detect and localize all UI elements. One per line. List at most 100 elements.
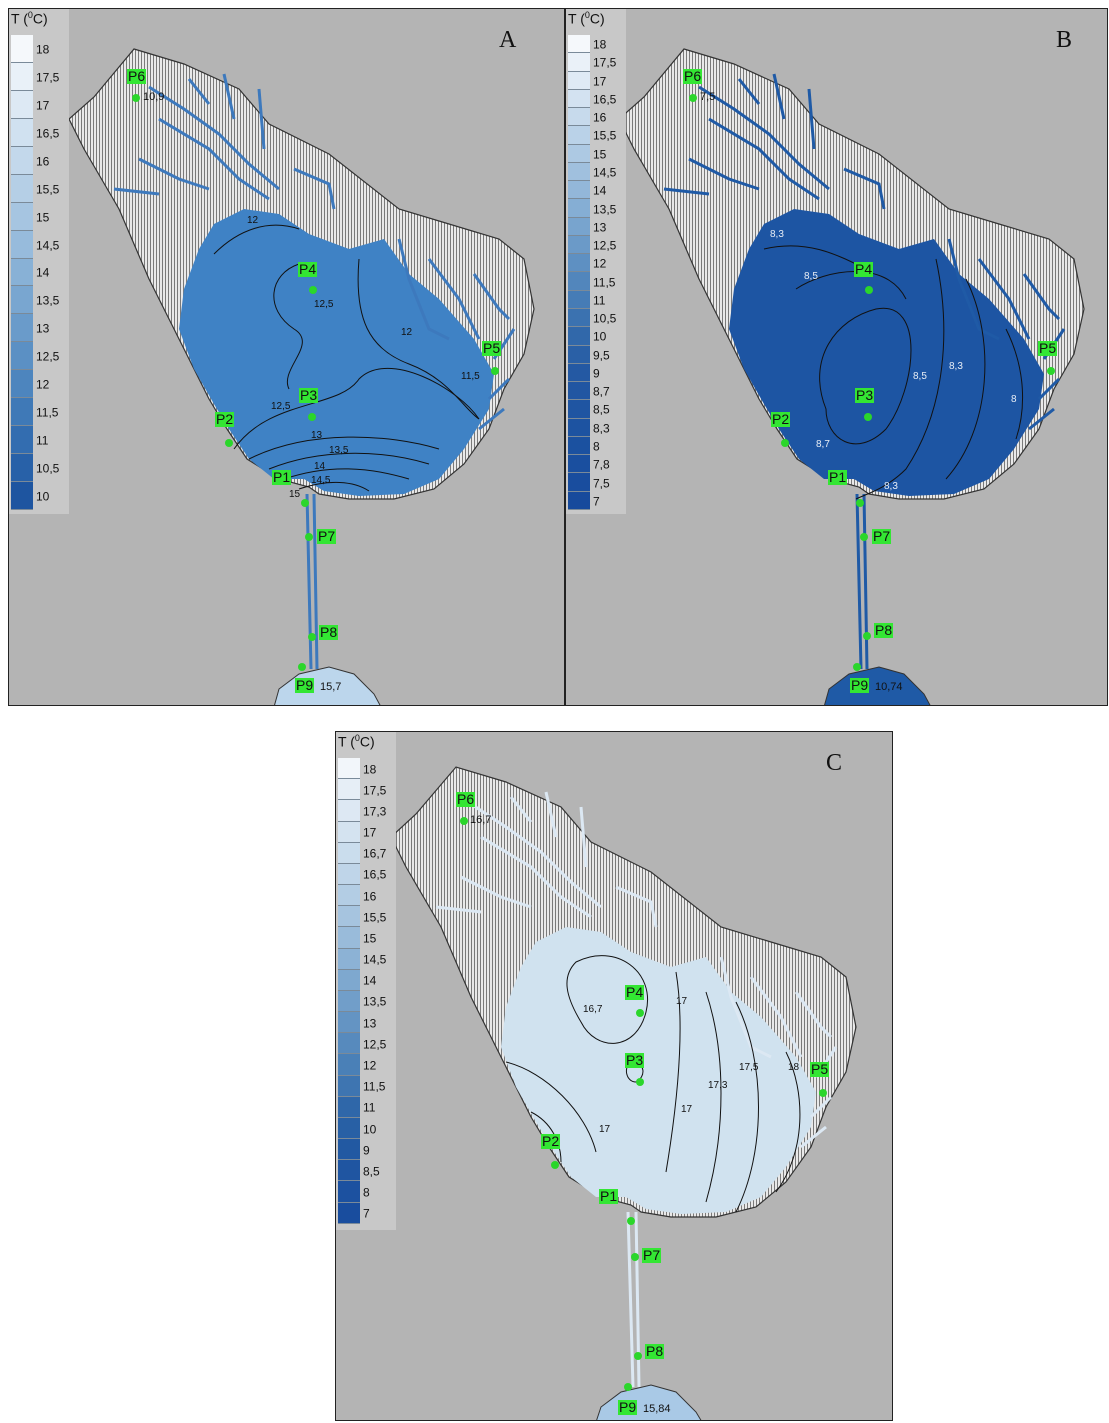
isoline-label: 8,3 (949, 361, 963, 372)
legend-label: 8 (363, 1185, 370, 1200)
legend-row: 13,5 (338, 990, 394, 1013)
legend-row: 13 (568, 217, 624, 236)
legend-label: 9 (593, 366, 600, 381)
legend-row: 18 (568, 35, 624, 54)
point-marker-p1 (301, 499, 309, 507)
legend-row: 13,5 (11, 286, 67, 315)
legend-row: 17,3 (338, 800, 394, 822)
legend-swatch (338, 1181, 360, 1203)
legend-swatch (338, 1096, 360, 1118)
isoline-label: 13 (311, 430, 323, 441)
isoline-label: 8,3 (884, 481, 898, 492)
legend-label: 11 (593, 293, 606, 308)
legend-row: 17 (568, 71, 624, 90)
legend-label: 17,3 (363, 804, 387, 819)
legend-row: 14 (338, 969, 394, 991)
point-label-p4: P4 (625, 984, 645, 1000)
legend-row: 16 (568, 108, 624, 127)
point-marker-p4 (309, 286, 317, 294)
legend-row: 12,5 (338, 1033, 394, 1055)
legend-label: 11 (363, 1101, 376, 1116)
legend-label: 12 (363, 1058, 377, 1073)
legend: T (0C) 18 17,5 17 16,5 16 15,5 15 14,5 14 13,5 13 1… (9, 9, 69, 514)
legend-label: 13,5 (363, 995, 387, 1010)
legend-swatch (568, 199, 590, 218)
point-label-p6: P6 (456, 791, 476, 807)
legend-swatch (11, 454, 33, 482)
point-marker-p2 (781, 439, 789, 447)
legend-swatch (568, 455, 590, 474)
water-body (179, 209, 494, 496)
legend-swatch (568, 144, 590, 163)
isoline-label: 12 (247, 215, 259, 226)
legend-swatch (568, 71, 590, 90)
legend-row: 15 (11, 202, 67, 231)
legend-swatch (11, 482, 33, 510)
legend-row: 18 (11, 35, 67, 63)
isoline-label: 14 (314, 461, 326, 472)
legend-row: 17 (11, 90, 67, 119)
legend-row: 15,5 (568, 126, 624, 145)
point-label-p1: P1 (599, 1188, 619, 1204)
legend-swatch (338, 906, 360, 928)
legend-row: 10,5 (568, 308, 624, 328)
legend-row: 11 (568, 290, 624, 309)
legend-row: 11,5 (338, 1075, 394, 1097)
legend-row: 8 (338, 1181, 394, 1203)
point-label-p5: P5 (482, 340, 502, 356)
legend-row: 12,5 (568, 235, 624, 255)
legend-label: 13 (593, 220, 607, 235)
legend-swatch (338, 1160, 360, 1182)
legend-row: 17 (338, 821, 394, 843)
legend-swatch (568, 162, 590, 182)
legend-swatch (568, 308, 590, 328)
legend-label: 14 (363, 973, 377, 988)
legend-label: 12 (36, 377, 50, 392)
isoline-label: 17 (599, 1124, 611, 1135)
legend-row: 18 (338, 758, 394, 780)
legend-rows: 18 17,5 17 16,5 16 15,5 15 14,5 14 13,5 13 12,5 12 11… (568, 35, 624, 510)
legend-swatch (338, 927, 360, 949)
legend-swatch (338, 1012, 360, 1034)
legend-swatch (338, 1202, 360, 1224)
legend-label: 15,5 (363, 910, 387, 925)
point-marker-p7 (305, 533, 313, 541)
isoline-label: 8,7 (816, 439, 830, 450)
legend-row: 15 (338, 927, 394, 949)
isoline-label: 8,5 (913, 371, 927, 382)
legend-swatch (568, 436, 590, 456)
legend-row: 8,5 (338, 1160, 394, 1182)
map-drawing-a (68, 48, 535, 705)
legend-label: 11,5 (593, 275, 616, 290)
legend-label: 10,5 (36, 461, 60, 476)
inlet-channel (626, 1211, 641, 1388)
legend-swatch (338, 948, 360, 970)
legend-swatch (11, 118, 33, 147)
legend-row: 13 (338, 1012, 394, 1034)
legend-label: 10 (593, 330, 607, 345)
legend-row: 16,5 (11, 118, 67, 147)
legend-row: 16,5 (568, 89, 624, 109)
legend-row: 14 (568, 181, 624, 200)
legend-row: 15,5 (338, 906, 394, 928)
legend-swatch (568, 290, 590, 309)
legend-label: 14,5 (36, 238, 60, 253)
point-label-p9: P9 (295, 677, 315, 693)
point-label-p3: P3 (625, 1052, 645, 1068)
legend-swatch (338, 1117, 360, 1140)
legend-row: 11,5 (568, 272, 624, 291)
point-marker-p9 (853, 663, 861, 671)
point-marker-p4 (865, 286, 873, 294)
legend-label: 7 (593, 494, 600, 509)
legend-label: 12,5 (363, 1037, 387, 1052)
legend-swatch (11, 370, 33, 399)
legend-row: 12,5 (11, 342, 67, 371)
legend-label: 13,5 (593, 202, 617, 217)
legend-label: 18 (363, 762, 377, 777)
legend-swatch (11, 258, 33, 287)
isoline-label: 13,5 (329, 445, 349, 456)
point-marker-p9 (624, 1383, 632, 1391)
water-body (729, 209, 1044, 496)
legend-label: 16,7 (363, 846, 387, 861)
legend-swatch (338, 800, 360, 822)
